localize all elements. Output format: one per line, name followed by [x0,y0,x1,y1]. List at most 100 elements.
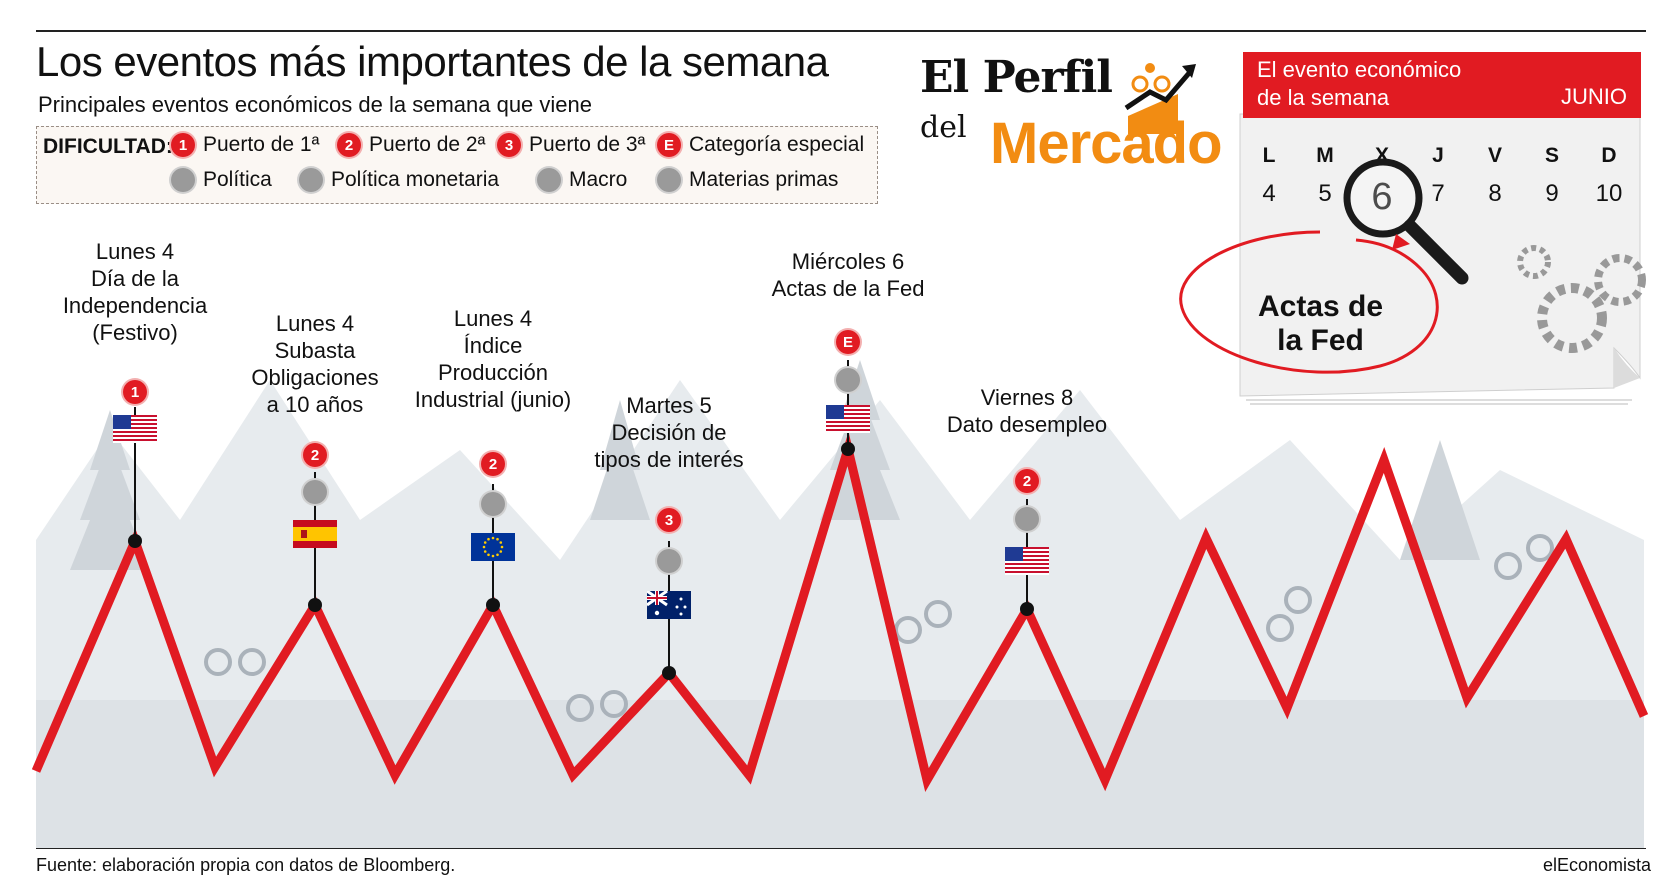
legend-label: DIFICULTAD: [43,135,173,158]
event-connector [847,360,849,449]
calendar-day-label: V [1487,144,1502,167]
calendar-date: 10 [1595,180,1623,207]
difficulty-legend: DIFICULTAD: 1 Puerto de 1ª 2 Puerto de 2… [36,126,878,204]
cyclist-silhouettes [204,534,1554,722]
monetary-policy-icon [299,168,323,192]
calendar-date: 7 [1431,180,1445,207]
page-title: Los eventos más importantes de la semana [36,38,829,85]
difficulty-2-badge: 2 [337,133,361,157]
event-label: Lunes 4 Subasta Obligaciones a 10 años [251,310,378,418]
difficulty-badge: 1 [123,380,147,404]
difficulty-3-badge: 3 [497,133,521,157]
event-label-line: tipos de interés [594,447,744,472]
event-label: Miércoles 6 Actas de la Fed [772,248,925,302]
logo-mercado: Mercado [990,111,1223,176]
peak-dot [128,534,142,548]
event-label-line: Industrial (junio) [414,387,572,412]
commodities-icon [657,168,681,192]
calendar-day-label: L [1262,144,1276,167]
event-label-line: (Festivo) [92,320,178,345]
australia-flag [646,589,691,624]
event-label-line: Día de la [90,266,180,291]
difficulty-e-badge: E [657,133,681,157]
calendar-date: 5 [1318,180,1332,207]
calendar-date: 8 [1488,180,1502,207]
tree [590,400,650,520]
event-label-line: Actas de la Fed [771,276,925,301]
event-label-line: Obligaciones [251,365,379,390]
legend-item: 3 Puerto de 3ª [497,133,645,157]
event-label-line: Viernes 8 [980,385,1074,410]
peak-dot [308,598,322,612]
legend-item: 1 Puerto de 1ª [171,133,319,157]
event-label-line: a 10 años [266,392,364,417]
brand-name: elEconomista [1542,855,1651,875]
magnifier-callout [1179,158,1469,374]
event-label: Viernes 8 Dato desempleo [947,384,1107,438]
peak-dot [841,442,855,456]
source-note: Fuente: elaboración propia con datos de … [36,855,456,875]
calendar-day-label: M [1316,144,1334,167]
event-label-line: Lunes 4 [95,239,175,264]
event-label-line: Subasta [274,338,356,363]
calendar-date: 4 [1262,180,1276,207]
logo-perfil: El Perfil [920,52,1113,103]
calendar-callout: Actas de la Fed [1258,290,1384,357]
event-connector [134,407,136,541]
calendar-date-highlighted: 6 [1362,176,1402,219]
calendar-header-line2: de la semana [1257,85,1390,110]
legend-item: 2 Puerto de 2ª [337,133,485,157]
logo-del: del [920,110,967,145]
tree [1400,440,1480,560]
calendar-date: 9 [1545,180,1559,207]
peak-dot [1020,602,1034,616]
cyclist-chart-icon [1124,63,1196,134]
usa-flag [826,405,870,438]
legend-item: Macro [537,168,627,192]
event-label-line: Producción [437,360,549,385]
politics-icon [171,168,195,192]
macro-icon [481,492,505,516]
bottom-rule [36,848,1646,849]
peak-dot [486,598,500,612]
calendar-header-line1: El evento económico [1257,57,1462,82]
event-label: Lunes 4 Día de la Independencia (Festivo) [63,238,207,346]
usa-flag [113,415,157,448]
calendar-month: JUNIO [1561,84,1627,109]
calendar-day-label: J [1432,144,1444,167]
eu-flag [471,533,515,566]
event-label-line: Índice [463,333,523,358]
tree [70,410,150,570]
difficulty-badge: 2 [303,443,327,467]
difficulty-badge: E [836,330,860,354]
event-label-line: Decisión de [611,420,727,445]
difficulty-badge: 2 [481,452,505,476]
calendar-header: El evento económico de la semana JUNIO [1243,52,1641,118]
calendar-day-label: D [1601,144,1617,167]
usa-flag [1005,547,1049,580]
difficulty-badge: 2 [1015,469,1039,493]
difficulty-1-badge: 1 [171,133,195,157]
legend-item: E Categoría especial [657,133,864,157]
event-label-line: Lunes 4 [453,306,533,331]
event-label-line: Lunes 4 [275,311,355,336]
peak-dot [662,666,676,680]
monetary-policy-icon [303,480,327,504]
top-rule [36,30,1646,32]
event-label: Lunes 4 Índice Producción Industrial (junio… [415,305,572,413]
monetary-policy-icon [836,368,860,392]
event-label-line: Miércoles 6 [791,249,905,274]
legend-item: Política monetaria [299,168,499,192]
legend-item: Política [171,168,272,192]
event-label-line: Martes 5 [626,393,712,418]
event-label-line: Independencia [62,293,208,318]
event-label: Martes 5 Decisión de tipos de interés [594,392,743,473]
difficulty-badge: 3 [657,508,681,532]
legend-item: Materias primas [657,168,838,192]
calendar-day-label: S [1544,144,1559,167]
macro-icon [537,168,561,192]
event-label-line: Dato desempleo [946,412,1108,437]
monetary-policy-icon [657,549,681,573]
page-subtitle: Principales eventos económicos de la sem… [38,92,592,117]
